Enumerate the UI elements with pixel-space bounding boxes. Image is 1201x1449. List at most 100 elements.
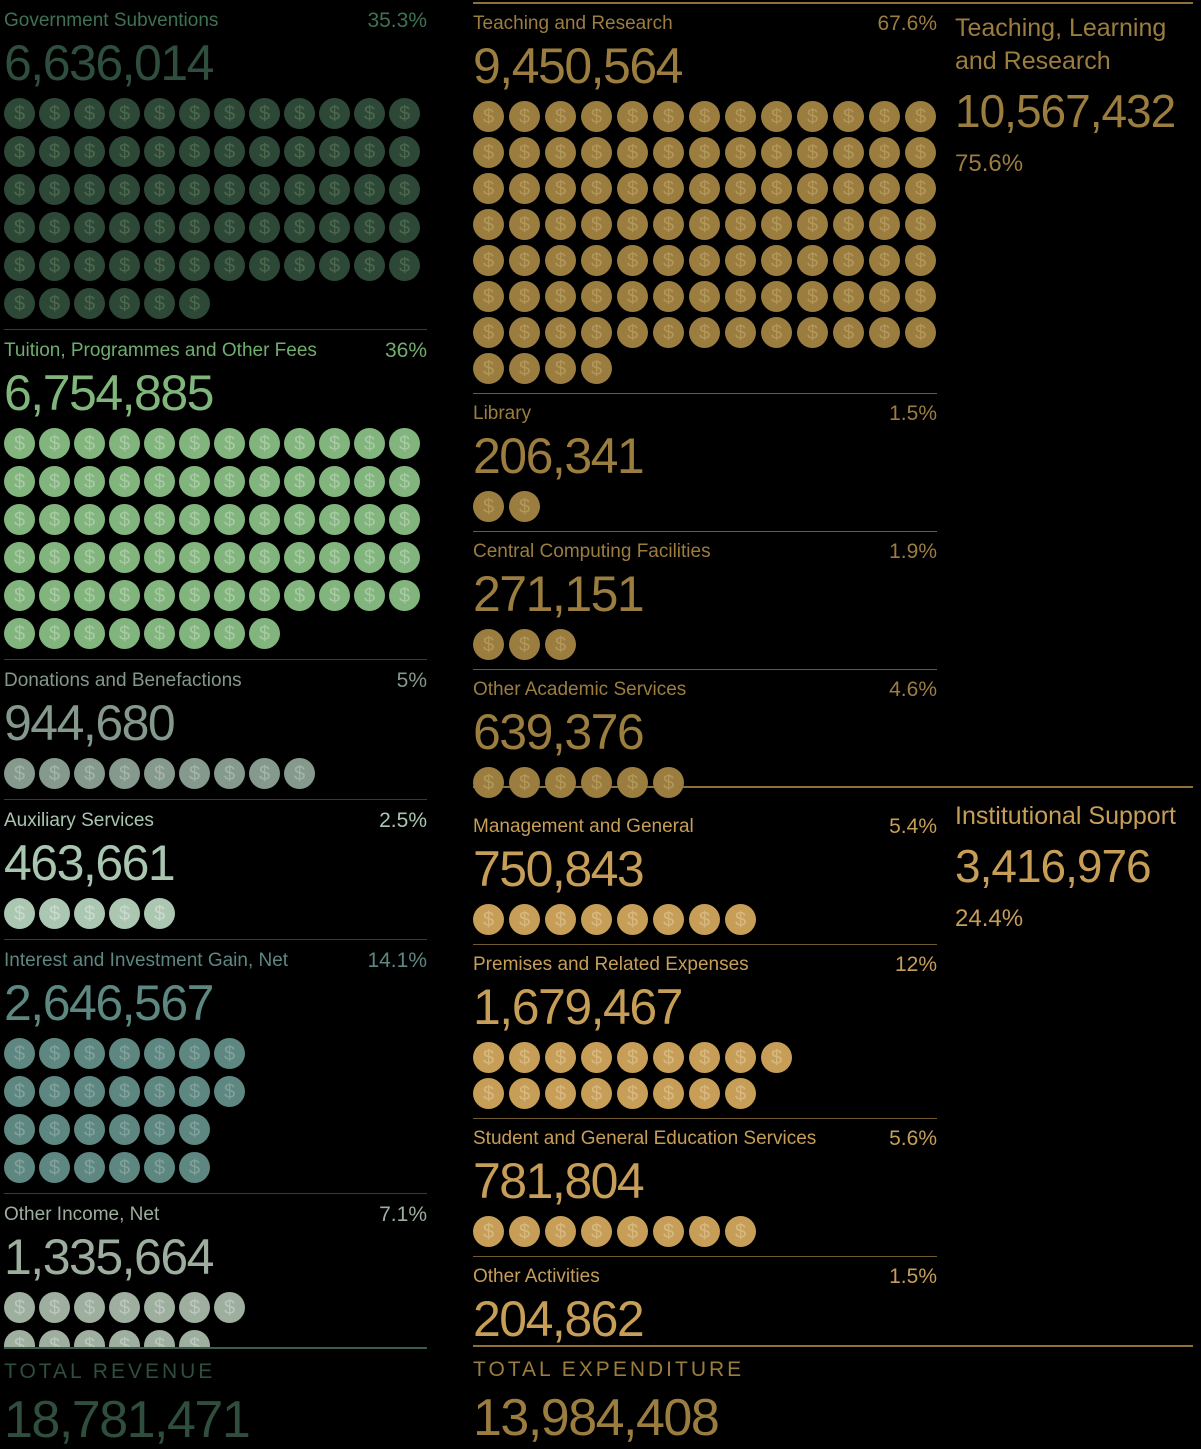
dollar-coin: $ — [74, 1038, 105, 1069]
section-central-computing-facilities: Central Computing Facilities 1.9% 271,151 $… — [473, 531, 937, 669]
dollar-coin: $ — [39, 428, 70, 459]
dollar-coin: $ — [4, 618, 35, 649]
dollar-icon: $ — [363, 178, 376, 201]
dollar-coin: $ — [249, 174, 280, 205]
dollar-icon: $ — [554, 1046, 567, 1069]
dollar-coin: $ — [109, 250, 140, 281]
dollar-coin: $ — [319, 580, 350, 611]
dollar-coin: $ — [109, 504, 140, 535]
dollar-icon: $ — [188, 1080, 201, 1103]
dollar-coin: $ — [144, 618, 175, 649]
dollar-icon: $ — [188, 508, 201, 531]
dollar-coin: $ — [689, 245, 720, 276]
dollar-coin: $ — [581, 173, 612, 204]
dollar-coin: $ — [319, 174, 350, 205]
dollar-coin: $ — [545, 173, 576, 204]
dollar-icon: $ — [806, 285, 819, 308]
dollar-coin: $ — [581, 353, 612, 384]
dollar-coin: $ — [179, 580, 210, 611]
dollar-icon: $ — [554, 177, 567, 200]
dollar-icon: $ — [153, 178, 166, 201]
dollar-coin: $ — [109, 1330, 140, 1347]
section-value: 1,679,467 — [473, 979, 683, 1035]
pictogram-row: $ $ $ $ $ $ $ $ $ $ $ $ $ — [473, 173, 937, 204]
dollar-icon: $ — [118, 140, 131, 163]
dollar-coin: $ — [689, 904, 720, 935]
section-percent: 5.6% — [889, 1127, 937, 1150]
pictogram-row: $ $ $ $ $ $ $ $ $ — [4, 758, 427, 789]
dollar-icon: $ — [293, 216, 306, 239]
dollar-coin: $ — [179, 542, 210, 573]
dollar-coin: $ — [179, 428, 210, 459]
dollar-coin: $ — [109, 428, 140, 459]
dollar-icon: $ — [13, 546, 26, 569]
dollar-coin: $ — [284, 428, 315, 459]
section-value: 2,646,567 — [4, 975, 214, 1031]
dollar-icon: $ — [554, 771, 567, 794]
dollar-icon: $ — [13, 584, 26, 607]
dollar-coin: $ — [4, 580, 35, 611]
dollar-coin: $ — [617, 1078, 648, 1109]
section-label: Other Activities — [473, 1266, 600, 1287]
dollar-icon: $ — [13, 470, 26, 493]
dollar-icon: $ — [153, 254, 166, 277]
dollar-icon: $ — [293, 254, 306, 277]
dollar-icon: $ — [83, 762, 96, 785]
dollar-icon: $ — [363, 140, 376, 163]
section-header: Interest and Investment Gain, Net 14.1% — [4, 950, 427, 972]
dollar-icon: $ — [734, 1082, 747, 1105]
dollar-icon: $ — [153, 622, 166, 645]
dollar-coin: $ — [74, 1114, 105, 1145]
dollar-icon: $ — [482, 771, 495, 794]
dollar-icon: $ — [83, 508, 96, 531]
dollar-coin: $ — [389, 580, 420, 611]
dollar-coin: $ — [39, 1292, 70, 1323]
dollar-coin: $ — [144, 542, 175, 573]
revenue-total: TOTAL REVENUE 18,781,471 — [4, 1360, 251, 1448]
dollar-icon: $ — [662, 1082, 675, 1105]
dollar-coin: $ — [545, 281, 576, 312]
dollar-coin: $ — [761, 137, 792, 168]
dollar-icon: $ — [363, 254, 376, 277]
pictogram-grid: $ $ $ $ $ $ — [473, 767, 937, 798]
section-percent: 67.6% — [877, 12, 937, 35]
dollar-icon: $ — [482, 177, 495, 200]
dollar-icon: $ — [188, 1042, 201, 1065]
dollar-coin: $ — [545, 245, 576, 276]
dollar-coin: $ — [179, 174, 210, 205]
dollar-icon: $ — [878, 321, 891, 344]
dollar-icon: $ — [258, 216, 271, 239]
dollar-coin: $ — [389, 466, 420, 497]
dollar-coin: $ — [39, 542, 70, 573]
dollar-coin: $ — [144, 758, 175, 789]
section-label: Library — [473, 403, 532, 424]
dollar-coin: $ — [4, 898, 35, 929]
dollar-icon: $ — [258, 470, 271, 493]
dollar-coin: $ — [581, 1078, 612, 1109]
dollar-icon: $ — [13, 254, 26, 277]
dollar-icon: $ — [806, 105, 819, 128]
dollar-coin: $ — [581, 245, 612, 276]
dollar-coin: $ — [869, 101, 900, 132]
dollar-icon: $ — [363, 102, 376, 125]
section-teaching-and-research: Teaching and Research 67.6% 9,450,564 $ $ $ $ $… — [473, 4, 937, 393]
dollar-coin: $ — [249, 504, 280, 535]
dollar-icon: $ — [734, 321, 747, 344]
dollar-coin: $ — [74, 288, 105, 319]
dollar-icon: $ — [914, 105, 927, 128]
dollar-coin: $ — [4, 542, 35, 573]
dollar-icon: $ — [626, 1046, 639, 1069]
dollar-icon: $ — [153, 546, 166, 569]
section-value: 750,843 — [473, 841, 645, 897]
dollar-coin: $ — [39, 212, 70, 243]
dollar-icon: $ — [842, 177, 855, 200]
dollar-icon: $ — [188, 254, 201, 277]
dollar-coin: $ — [144, 466, 175, 497]
section-label: Management and General — [473, 816, 694, 837]
dollar-coin: $ — [284, 466, 315, 497]
dollar-coin: $ — [319, 136, 350, 167]
dollar-coin: $ — [179, 1076, 210, 1107]
dollar-icon: $ — [590, 213, 603, 236]
pictogram-row: $ $ $ $ $ $ $ $ $ $ $ $ $ — [473, 245, 937, 276]
dollar-coin: $ — [905, 173, 936, 204]
